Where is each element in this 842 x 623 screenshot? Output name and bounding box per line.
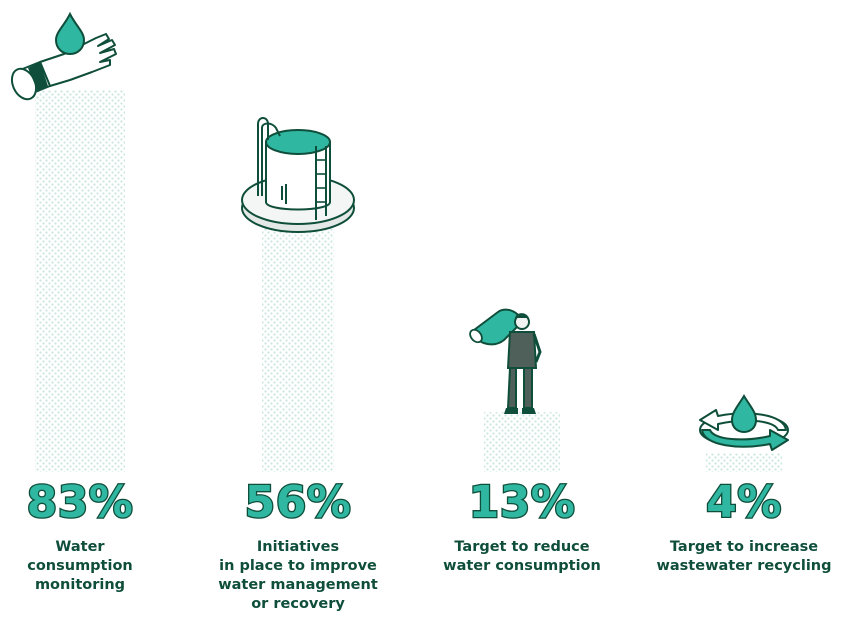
category-label-1: Water consumption monitoring bbox=[27, 539, 133, 593]
bar-4 bbox=[706, 453, 782, 472]
value-label-4: 4% bbox=[706, 477, 782, 528]
water-recycling-icon bbox=[699, 394, 789, 451]
bar-2 bbox=[262, 214, 334, 472]
person-carrying-water-jug-icon bbox=[469, 308, 542, 414]
bar-3 bbox=[484, 412, 560, 472]
bar-1 bbox=[35, 90, 125, 472]
category-label-2: Initiatives in place to improve water ma… bbox=[218, 539, 378, 612]
hand-water-drop-icon bbox=[10, 11, 117, 101]
category-label-3: Target to reduce water consumption bbox=[443, 539, 601, 574]
value-label-3: 13% bbox=[469, 477, 576, 528]
value-label-1: 83% bbox=[27, 477, 134, 528]
water-tank-icon bbox=[241, 117, 355, 233]
value-label-2: 56% bbox=[245, 477, 352, 528]
category-label-4: Target to increase wastewater recycling bbox=[656, 539, 832, 574]
